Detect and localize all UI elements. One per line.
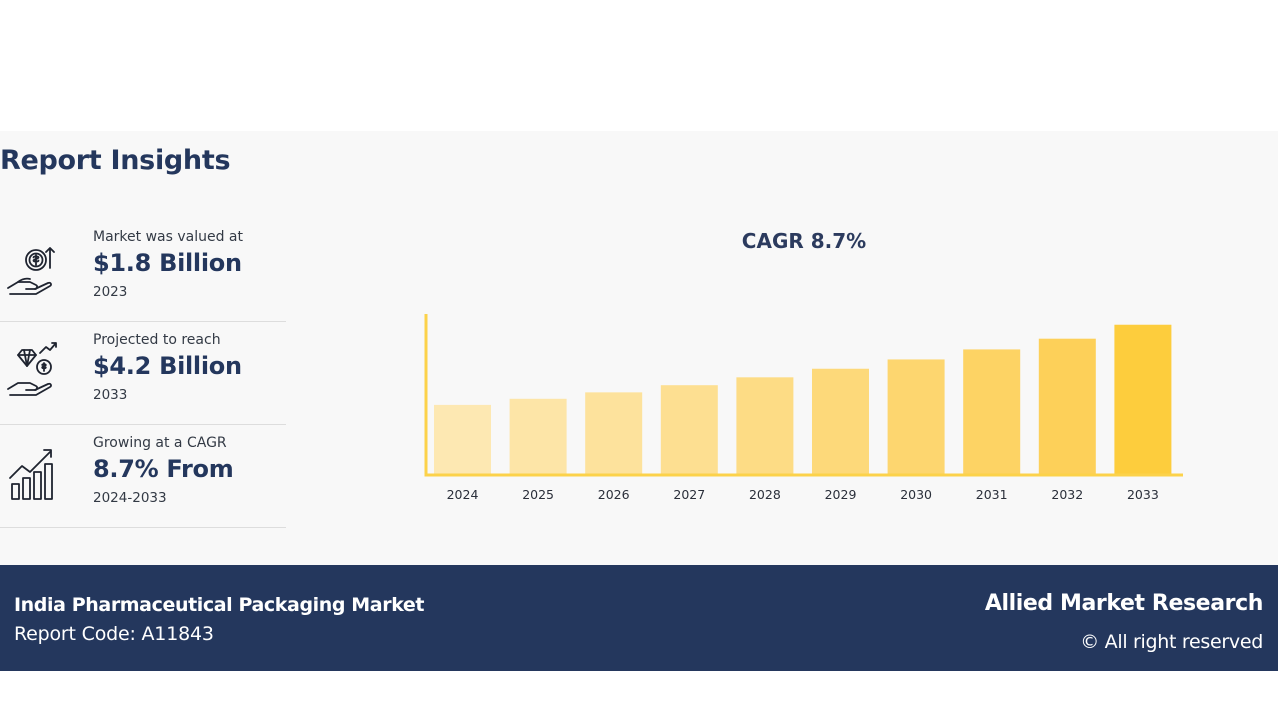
x-tick-label: 2032 [1051, 487, 1083, 502]
stat-label: Market was valued at [93, 229, 243, 245]
report-code: Report Code: A11843 [14, 623, 214, 645]
stat-value: $4.2 Billion [93, 352, 242, 380]
bar-2027 [660, 385, 718, 475]
x-tick-label: 2029 [825, 487, 857, 502]
stat-market-value: Market was valued at $1.8 Billion 2023 [0, 218, 286, 322]
bar-2031 [963, 349, 1021, 475]
bar-2028 [736, 377, 794, 475]
x-tick-label: 2033 [1127, 487, 1159, 502]
footer-bar: India Pharmaceutical Packaging Market Re… [0, 565, 1278, 671]
copyright-text: © All right reserved [1080, 631, 1263, 653]
x-tick-label: 2030 [900, 487, 932, 502]
bar-2032 [1038, 338, 1096, 475]
stat-projected-value: Projected to reach $4.2 Billion 2033 [0, 321, 286, 425]
stat-year: 2033 [93, 387, 128, 403]
growth-bars-icon [9, 449, 53, 500]
bar-2026 [585, 392, 643, 475]
x-tick-label: 2026 [598, 487, 630, 502]
x-tick-label: 2027 [673, 487, 705, 502]
x-tick-label: 2025 [522, 487, 554, 502]
bar-chart: 2024 2025 2026 2027 2028 2029 2030 2031 2032 2033 [424, 314, 1183, 502]
bar-2029 [812, 368, 869, 475]
bar-2030 [887, 359, 945, 475]
brand-name: Allied Market Research [984, 591, 1264, 616]
bar-2024 [434, 404, 491, 475]
stat-year: 2024-2033 [93, 490, 167, 506]
stat-label: Projected to reach [93, 332, 221, 348]
page-title: Report Insights [0, 145, 231, 176]
bar-2025 [509, 398, 567, 475]
x-tick-label: 2031 [976, 487, 1008, 502]
diamond-coin-hand-icon [7, 342, 57, 396]
stat-value: $1.8 Billion [93, 249, 242, 277]
bar-2033 [1114, 324, 1172, 475]
stat-year: 2023 [93, 284, 128, 300]
money-hand-icon [7, 247, 55, 295]
x-tick-label: 2024 [447, 487, 479, 502]
stat-value: 8.7% From [93, 455, 234, 483]
x-tick-label: 2028 [749, 487, 781, 502]
chart-title: CAGR 8.7% [741, 229, 867, 253]
stat-cagr: Growing at a CAGR 8.7% From 2024-2033 [0, 424, 286, 528]
stat-label: Growing at a CAGR [93, 435, 227, 451]
market-name: India Pharmaceutical Packaging Market [14, 594, 425, 616]
